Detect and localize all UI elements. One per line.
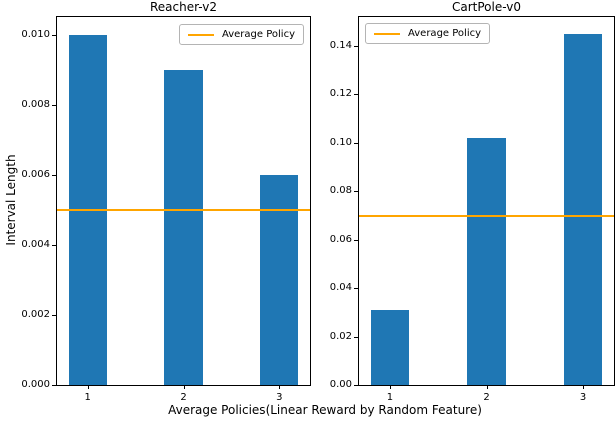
legend-label: Average Policy: [408, 28, 482, 39]
y-tick-mark: [354, 46, 358, 48]
y-tick-label: 0.08: [329, 185, 352, 197]
y-tick-label: 0.10: [329, 136, 352, 148]
y-tick-label: 0.00: [329, 379, 352, 390]
average-policy-line-icon: [374, 32, 400, 35]
average-policy-line-icon: [187, 33, 214, 36]
y-tick-mark: [52, 174, 56, 176]
subplot-reacher-v2: Reacher-v2 0.000 0.002 0.004 0.006 0.008 0.01…: [21, 1, 311, 403]
y-tick-mark: [52, 104, 56, 106]
y-tick-mark: [354, 142, 358, 144]
x-tick-mark: [486, 385, 488, 389]
x-tick-label: 3: [276, 392, 283, 403]
legend-label: Average Policy: [221, 29, 295, 40]
y-tick-label: 0.14: [329, 40, 352, 52]
bar-1: [370, 309, 410, 385]
legend: Average Policy: [178, 24, 304, 45]
y-tick-label: 0.06: [329, 233, 352, 245]
y-tick-mark: [52, 385, 56, 386]
bar-2: [467, 138, 506, 385]
y-tick-mark: [354, 385, 358, 386]
x-tick-mark: [389, 385, 391, 389]
x-axis-label: Average Policies(Linear Reward by Random…: [168, 403, 482, 417]
y-axis-label: Interval Length: [4, 154, 18, 246]
plot-area: 0.000 0.002 0.004 0.006 0.008 0.010 1 2 3: [21, 17, 310, 403]
x-tick-mark: [183, 385, 185, 389]
y-tick-label: 0.12: [329, 88, 352, 100]
y-tick-mark: [354, 94, 358, 96]
y-tick-mark: [52, 244, 56, 246]
average-policy-line: [359, 214, 614, 217]
y-tick-label: 0.002: [21, 308, 50, 320]
y-tick-mark: [354, 239, 358, 241]
y-tick-mark: [52, 314, 56, 316]
x-tick-label: 2: [180, 392, 187, 403]
subplot-cartpole-v0: CartPole-v0 0.00 0.02 0.04 0.06 0.08 0.10 0.12…: [330, 1, 615, 403]
bar-2: [164, 69, 203, 385]
bar-3: [563, 33, 603, 385]
y-tick-label: 0.010: [21, 28, 50, 40]
x-tick-mark: [279, 385, 281, 389]
y-tick-mark: [52, 34, 56, 36]
subplot-title: Reacher-v2: [149, 0, 218, 14]
y-tick-mark: [354, 288, 358, 290]
plot-area: 0.00 0.02 0.04 0.06 0.08 0.10 0.12 0.14 1 2 3: [330, 17, 614, 403]
x-tick-label: 1: [386, 392, 394, 403]
subplot-title: CartPole-v0: [452, 0, 521, 14]
y-tick-mark: [354, 191, 358, 193]
y-tick-label: 0.006: [21, 168, 50, 180]
x-tick-mark: [87, 385, 89, 389]
x-tick-label: 2: [483, 392, 490, 403]
legend: Average Policy: [365, 23, 491, 44]
x-tick-label: 1: [84, 392, 91, 403]
average-policy-line: [57, 208, 310, 211]
x-tick-label: 3: [579, 392, 587, 403]
y-tick-mark: [354, 336, 358, 338]
bar-3: [260, 174, 299, 385]
y-tick-label: 0.004: [21, 238, 50, 250]
x-tick-mark: [583, 385, 585, 389]
y-tick-label: 0.008: [21, 98, 50, 110]
y-tick-label: 0.04: [329, 282, 352, 294]
y-tick-label: 0.02: [329, 330, 352, 342]
y-tick-label: 0.000: [21, 379, 50, 390]
